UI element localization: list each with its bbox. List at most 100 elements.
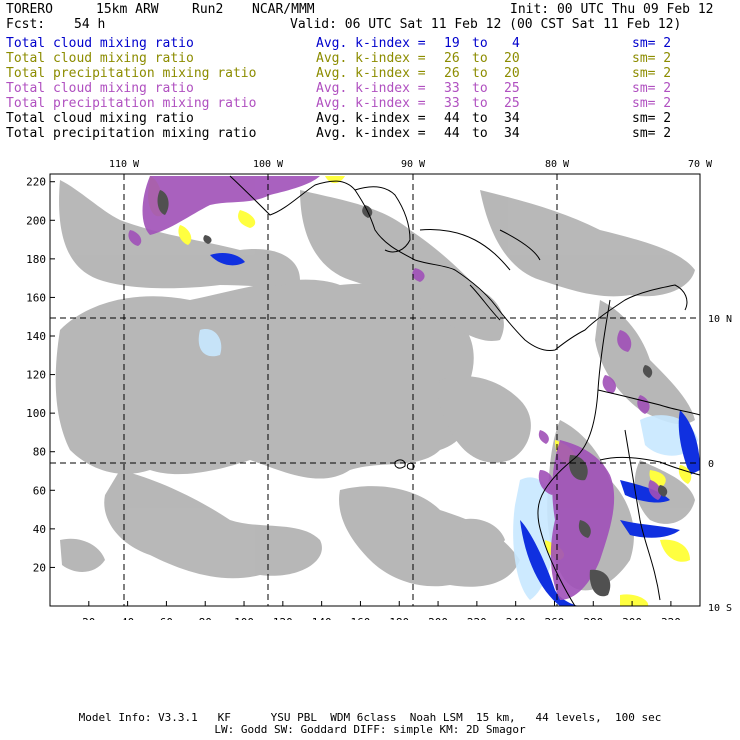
legend-row: Total cloud mixing ratio Avg. k-index = … [6, 36, 736, 51]
legend-kindex-to-word: to [472, 36, 488, 51]
lon-label-80w: 80 W [545, 159, 570, 170]
x-tick-label: 300 [622, 616, 642, 620]
legend-smoothing: sm= 2 [632, 51, 672, 66]
legend-kindex-to: 34 [504, 111, 520, 126]
lat-label-0: 0 [708, 459, 714, 470]
legend-field-name: Total precipitation mixing ratio [6, 126, 257, 141]
forecast-label: Fcst: [6, 17, 46, 32]
coastline-layer [229, 175, 700, 606]
legend-kindex-label: Avg. k-index = [316, 126, 426, 141]
y-tick-label: 20 [33, 561, 46, 574]
y-tick-label: 140 [26, 330, 46, 343]
plot-frame [49, 173, 701, 607]
x-tick-label: 40 [121, 616, 134, 620]
init-time: Init: 00 UTC Thu 09 Feb 12 [510, 2, 714, 17]
legend-row: Total cloud mixing ratio Avg. k-index = … [6, 51, 736, 66]
precip-dark-gray [157, 190, 668, 597]
y-tick-label: 100 [26, 407, 46, 420]
x-tick-label: 160 [351, 616, 371, 620]
x-tick-label: 20 [82, 616, 95, 620]
x-axis-ticks: 20 40 60 80 100 120 140 160 180 200 220 240 260 280 30… [82, 601, 681, 620]
legend-kindex-label: Avg. k-index = [316, 36, 426, 51]
legend-field-name: Total cloud mixing ratio [6, 81, 194, 96]
legend-kindex-from: 33 [444, 81, 460, 96]
legend-kindex-from: 26 [444, 51, 460, 66]
model-resolution: 15km ARW [96, 2, 159, 17]
y-tick-label: 220 [26, 176, 46, 189]
legend-row: Total cloud mixing ratio Avg. k-index = … [6, 81, 736, 96]
forecast-map: 2040608010012014016018020022024026028030… [26, 159, 732, 620]
y-tick-label: 160 [26, 291, 46, 304]
legend-smoothing: sm= 2 [632, 96, 672, 111]
legend-kindex-to: 25 [504, 81, 520, 96]
legend-row: Total precipitation mixing ratio Avg. k-… [6, 96, 736, 111]
legend-kindex-label: Avg. k-index = [316, 66, 426, 81]
legend-kindex-label: Avg. k-index = [316, 81, 426, 96]
x-tick-label: 60 [160, 616, 173, 620]
legend-kindex-to-word: to [472, 81, 488, 96]
legend-row: Total precipitation mixing ratio Avg. k-… [6, 126, 736, 141]
legend-kindex-from: 44 [444, 111, 460, 126]
y-tick-label: 180 [26, 253, 46, 266]
lon-label-70w: 70 W [688, 159, 713, 170]
run-label: Run2 [192, 2, 224, 17]
x-tick-label: 80 [199, 616, 212, 620]
legend-kindex-to-word: to [472, 96, 488, 111]
legend-field-name: Total cloud mixing ratio [6, 51, 194, 66]
legend-kindex-from: 44 [444, 126, 460, 141]
legend-smoothing: sm= 2 [632, 66, 672, 81]
physics-info-line: LW: Godd SW: Goddard DIFF: simple KM: 2D… [214, 723, 526, 736]
legend-kindex-to: 25 [504, 96, 520, 111]
legend-smoothing: sm= 2 [632, 36, 672, 51]
legend-smoothing: sm= 2 [632, 111, 672, 126]
legend-field-name: Total precipitation mixing ratio [6, 96, 257, 111]
precip-purple [128, 176, 662, 600]
lon-label-110w: 110 W [109, 159, 140, 170]
y-tick-label: 60 [33, 484, 46, 497]
forecast-hours: 54 h [74, 17, 106, 32]
legend-smoothing: sm= 2 [632, 81, 672, 96]
legend-row: Total cloud mixing ratio Avg. k-index = … [6, 111, 736, 126]
x-tick-label: 120 [273, 616, 293, 620]
legend-smoothing: sm= 2 [632, 126, 672, 141]
x-tick-label: 100 [234, 616, 254, 620]
model-name: TORERO [6, 2, 53, 17]
legend-kindex-from: 26 [444, 66, 460, 81]
legend-kindex-to-word: to [472, 126, 488, 141]
legend-kindex-to-word: to [472, 66, 488, 81]
center-label: NCAR/MMM [252, 2, 315, 17]
x-tick-label: 260 [545, 616, 565, 620]
lat-label-10s: 10 S [708, 603, 732, 614]
y-tick-label: 40 [33, 523, 46, 536]
legend-kindex-label: Avg. k-index = [316, 96, 426, 111]
lon-label-100w: 100 W [253, 159, 284, 170]
cloud-field-layer [50, 174, 700, 606]
x-tick-label: 140 [312, 616, 332, 620]
legend-kindex-to: 34 [504, 126, 520, 141]
legend-kindex-to: 20 [504, 66, 520, 81]
y-tick-label: 80 [33, 446, 46, 459]
legend-kindex-from: 33 [444, 96, 460, 111]
legend-kindex-label: Avg. k-index = [316, 111, 426, 126]
x-tick-label: 320 [661, 616, 681, 620]
legend-kindex-to: 20 [504, 51, 520, 66]
legend-row: Total precipitation mixing ratio Avg. k-… [6, 66, 736, 81]
legend-field-name: Total precipitation mixing ratio [6, 66, 257, 81]
valid-time: Valid: 06 UTC Sat 11 Feb 12 (00 CST Sat … [290, 17, 682, 32]
y-tick-label: 200 [26, 214, 46, 227]
legend-kindex-to-word: to [472, 51, 488, 66]
graticule [50, 174, 700, 606]
legend-field-name: Total cloud mixing ratio [6, 36, 194, 51]
x-tick-label: 180 [389, 616, 409, 620]
y-tick-label: 120 [26, 369, 46, 382]
x-tick-label: 220 [467, 616, 487, 620]
y-axis-ticks: 220 200 180 160 140 120 100 80 60 40 20 [26, 176, 55, 574]
legend-field-name: Total cloud mixing ratio [6, 111, 194, 126]
legend-kindex-to-word: to [472, 111, 488, 126]
cloud-heavy-blue [210, 252, 700, 606]
legend-kindex-to: 4 [512, 36, 520, 51]
model-info-line: Model Info: V3.3.1 KF YSU PBL WDM 6class… [78, 711, 662, 724]
x-tick-label: 280 [583, 616, 603, 620]
x-tick-label: 240 [506, 616, 526, 620]
x-tick-label: 200 [428, 616, 448, 620]
